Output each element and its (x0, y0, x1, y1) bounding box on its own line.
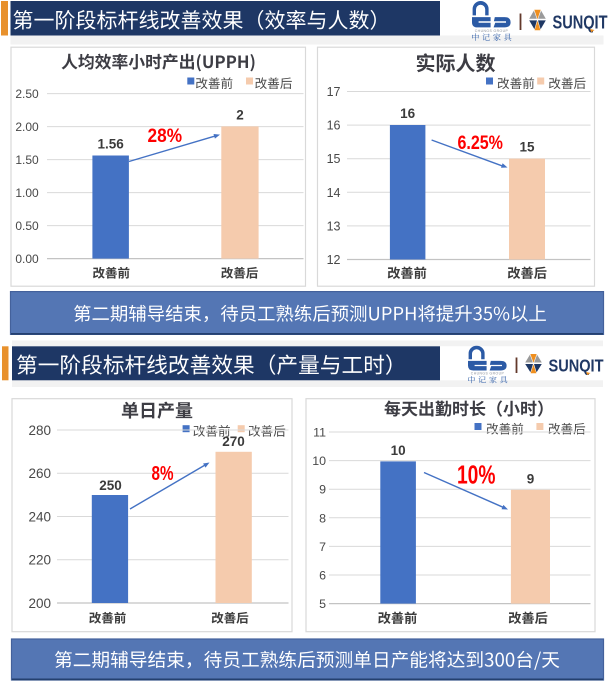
svg-text:1.00: 1.00 (15, 186, 39, 200)
svg-text:200: 200 (28, 596, 51, 611)
svg-text:SUNQIT: SUNQIT (553, 12, 609, 33)
svg-text:220: 220 (28, 553, 51, 568)
svg-text:9: 9 (527, 472, 535, 487)
svg-text:2.50: 2.50 (15, 87, 39, 101)
svg-text:16: 16 (400, 106, 416, 121)
svg-text:6.25%: 6.25% (457, 132, 503, 154)
svg-text:250: 250 (99, 478, 122, 493)
svg-text:CHUNGS GROUP: CHUNGS GROUP (471, 372, 505, 376)
svg-text:28%: 28% (148, 125, 183, 147)
svg-text:6: 6 (319, 568, 326, 582)
svg-text:13: 13 (327, 219, 341, 233)
svg-text:15: 15 (327, 152, 341, 166)
svg-text:2: 2 (236, 107, 244, 122)
svg-text:10%: 10% (457, 461, 496, 489)
svg-text:280: 280 (28, 423, 51, 438)
svg-text:260: 260 (28, 466, 51, 481)
svg-text:5: 5 (319, 597, 326, 611)
svg-text:SUNQIT: SUNQIT (549, 356, 604, 375)
svg-text:8: 8 (319, 511, 326, 525)
svg-text:1.56: 1.56 (97, 137, 124, 152)
svg-text:240: 240 (28, 509, 51, 524)
svg-text:8%: 8% (152, 463, 174, 485)
svg-text:16: 16 (327, 119, 341, 133)
svg-text:7: 7 (319, 540, 326, 554)
svg-text:CHUNGS GROUP: CHUNGS GROUP (475, 29, 509, 33)
svg-text:11: 11 (313, 425, 326, 439)
svg-text:10: 10 (391, 443, 406, 458)
svg-text:10: 10 (312, 454, 326, 468)
svg-text:9: 9 (319, 483, 326, 497)
svg-text:0.00: 0.00 (15, 252, 39, 266)
svg-text:17: 17 (327, 85, 341, 99)
svg-text:1.50: 1.50 (15, 153, 39, 167)
svg-text:15: 15 (519, 140, 535, 155)
svg-text:0.50: 0.50 (15, 219, 39, 233)
svg-text:270: 270 (222, 434, 245, 449)
svg-text:12: 12 (327, 253, 341, 267)
svg-text:14: 14 (327, 186, 341, 200)
svg-text:2.00: 2.00 (15, 120, 39, 134)
